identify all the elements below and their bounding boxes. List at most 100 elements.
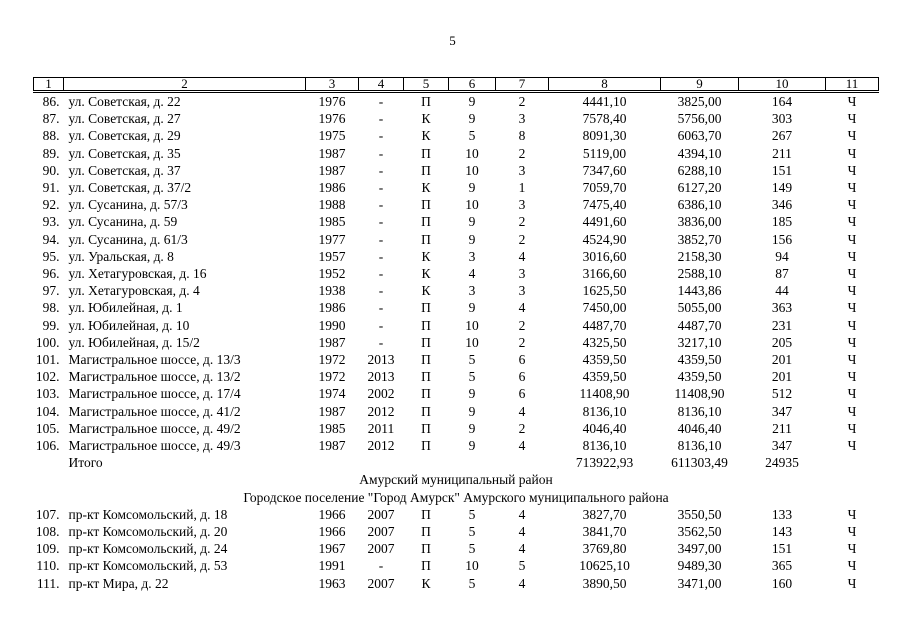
table-cell: Ч [847, 283, 857, 299]
table-cell: 8136,10 [582, 403, 627, 419]
table-cell: Ч [847, 94, 857, 109]
table-cell: 2 [518, 317, 526, 333]
table-cell: П [421, 94, 431, 109]
table-row: 94. ул. Сусанина, д. 61/3 1977 - П 9 2 4… [34, 231, 879, 248]
table-cell: 8136,10 [582, 438, 627, 454]
total-cell [496, 454, 549, 471]
table-cell: 1972 [318, 352, 346, 368]
column-header: 4 [358, 77, 404, 93]
table-cell: 44 [775, 283, 789, 299]
table-cell: 1977 [318, 231, 346, 247]
table-cell: Ч [847, 403, 857, 419]
total-row-body: Итого 713922,93 611303,49 24935 [34, 454, 879, 471]
table-cell: 2007 [367, 575, 395, 591]
table-cell: 1988 [318, 197, 346, 213]
total-cell [449, 454, 496, 471]
table-cell: 3841,70 [582, 524, 627, 540]
table-row: 107. пр-кт Комсомольский, д. 18 1966 200… [34, 506, 879, 523]
table-cell: 1976 [318, 94, 346, 109]
table-cell: 108. [35, 524, 60, 540]
table-cell: 1972 [318, 369, 346, 385]
table-cell: К [421, 111, 431, 127]
table-cell: П [421, 145, 431, 161]
table-cell: Ч [847, 197, 857, 213]
table-cell: 98. [42, 300, 60, 316]
table-row: 98. ул. Юбилейная, д. 1 1986 - П 9 4 745… [34, 299, 879, 316]
table-cell: 94. [42, 231, 60, 247]
table-cell: 8 [518, 128, 526, 144]
table-cell: 2013 [367, 369, 395, 385]
section-title-settlement: Городское поселение "Город Амурск" Амурс… [243, 489, 669, 505]
table-cell: ул. Советская, д. 37/2 [68, 180, 192, 196]
table-cell: 4 [518, 575, 526, 591]
table-cell: П [421, 386, 431, 402]
table-cell: Магистральное шоссе, д. 17/4 [68, 386, 241, 402]
table-cell: 6127,20 [677, 180, 722, 196]
table-cell: 4359,50 [677, 352, 722, 368]
table-cell: ул. Сусанина, д. 59 [68, 214, 178, 230]
table-row: 110. пр-кт Комсомольский, д. 53 1991 - П… [34, 557, 879, 574]
table-cell: 2588,10 [677, 266, 722, 282]
table-row: 108. пр-кт Комсомольский, д. 20 1966 200… [34, 523, 879, 540]
table-cell: 93. [42, 214, 60, 230]
table-cell: Ч [847, 541, 857, 557]
table-cell: 87. [42, 111, 60, 127]
table-cell: 1986 [318, 300, 346, 316]
table-cell: Ч [847, 162, 857, 178]
table-cell: 4 [518, 506, 526, 522]
total-cell [306, 454, 359, 471]
table-cell: 3471,00 [677, 575, 722, 591]
table-cell: 9 [468, 438, 476, 454]
table-cell: 2 [518, 231, 526, 247]
table-cell: 5 [468, 352, 476, 368]
table-cell: - [378, 128, 384, 144]
table-cell: 3852,70 [677, 231, 722, 247]
table-cell: Ч [847, 266, 857, 282]
table-cell: пр-кт Комсомольский, д. 18 [68, 506, 228, 522]
table-cell: Магистральное шоссе, д. 13/3 [68, 352, 241, 368]
table-cell: 3 [518, 111, 526, 127]
table-cell: - [378, 197, 384, 213]
table-cell: 95. [42, 248, 60, 264]
table-cell: Магистральное шоссе, д. 41/2 [68, 403, 241, 419]
table-row: 103. Магистральное шоссе, д. 17/4 1974 2… [34, 385, 879, 402]
table-cell: 110. [36, 558, 60, 574]
table-cell: 92. [42, 197, 60, 213]
table-cell: Магистральное шоссе, д. 49/3 [68, 438, 241, 454]
table-cell: 1987 [318, 334, 346, 350]
table-cell: 1957 [318, 248, 346, 264]
table-cell: - [378, 334, 384, 350]
table-cell: П [421, 558, 431, 574]
total-row: Итого 713922,93 611303,49 24935 [34, 454, 879, 471]
table-cell: 3 [468, 248, 476, 264]
table-cell: П [421, 438, 431, 454]
table-cell: К [421, 128, 431, 144]
table-cell: 4487,70 [677, 317, 722, 333]
table-cell: 365 [771, 558, 793, 574]
table-cell: Ч [847, 317, 857, 333]
table-cell: 2 [518, 334, 526, 350]
table-cell: 1987 [318, 438, 346, 454]
table-cell: ул. Сусанина, д. 57/3 [68, 197, 188, 213]
table-row: 97. ул. Хетагуровская, д. 4 1938 - К 3 3… [34, 282, 879, 299]
table-cell: 2158,30 [677, 248, 722, 264]
table-row: 106. Магистральное шоссе, д. 49/3 1987 2… [34, 437, 879, 454]
table-cell: 201 [771, 369, 793, 385]
table-cell: 6386,10 [677, 197, 722, 213]
table-cell: П [421, 214, 431, 230]
table-cell: 2011 [367, 420, 395, 436]
table-row: 89. ул. Советская, д. 35 1987 - П 10 2 5… [34, 145, 879, 162]
table-cell: П [421, 541, 431, 557]
table-cell: 105. [35, 420, 60, 436]
table-cell: 4046,40 [582, 420, 627, 436]
table-cell: 11408,90 [579, 386, 630, 402]
table-cell: - [378, 300, 384, 316]
table-cell: 111. [36, 575, 60, 591]
column-header: 9 [660, 77, 739, 93]
table-cell: П [421, 162, 431, 178]
table-cell: 2012 [367, 403, 395, 419]
table-cell: 1967 [318, 541, 346, 557]
table-cell: 10625,10 [579, 558, 630, 574]
table-cell: П [421, 403, 431, 419]
